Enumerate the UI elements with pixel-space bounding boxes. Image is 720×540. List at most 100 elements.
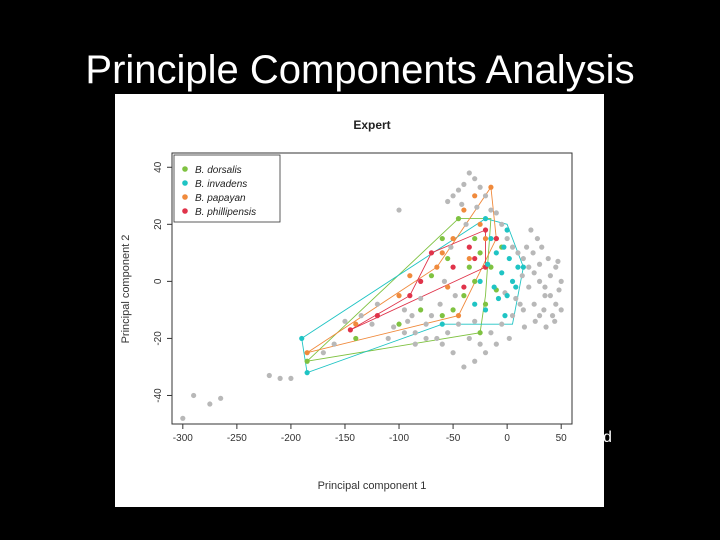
data-point	[459, 201, 465, 207]
data-point	[552, 318, 558, 324]
data-point	[474, 204, 480, 210]
data-point	[347, 327, 353, 333]
data-point	[488, 235, 494, 242]
data-point	[461, 284, 467, 290]
data-point	[304, 350, 310, 356]
data-point	[504, 227, 510, 233]
data-point	[547, 293, 553, 299]
data-point	[463, 221, 469, 227]
data-point	[532, 318, 538, 324]
data-point	[477, 278, 483, 284]
data-point	[412, 341, 418, 347]
data-point	[391, 324, 397, 330]
data-point	[445, 330, 451, 336]
y-tick-label: -20	[153, 331, 164, 346]
y-axis-label: Principal component 2	[120, 235, 132, 344]
data-point	[549, 313, 556, 319]
data-point	[439, 313, 445, 319]
data-point	[401, 307, 408, 313]
legend-label: B. phillipensis	[195, 207, 256, 218]
data-point	[472, 318, 478, 324]
data-point	[477, 330, 483, 336]
data-point	[482, 193, 489, 199]
data-point	[521, 324, 528, 330]
data-point	[450, 350, 456, 356]
data-point	[472, 278, 478, 284]
data-point	[450, 235, 456, 242]
series-points	[180, 170, 564, 421]
legend-label: B. invadens	[195, 179, 247, 190]
data-point	[558, 307, 564, 313]
data-point	[472, 235, 478, 242]
data-point	[396, 207, 402, 213]
data-point	[530, 250, 536, 256]
data-point	[358, 313, 364, 319]
data-point	[455, 187, 462, 193]
data-point	[472, 358, 478, 364]
data-point	[353, 335, 359, 342]
data-point	[439, 341, 445, 347]
data-point	[320, 350, 326, 356]
data-point	[513, 295, 519, 302]
data-point	[466, 335, 472, 342]
data-point	[407, 293, 413, 299]
data-point	[445, 198, 451, 205]
data-point	[434, 264, 440, 270]
data-point	[482, 307, 489, 313]
data-point	[539, 244, 545, 250]
data-point	[502, 313, 508, 319]
data-point	[369, 321, 375, 327]
data-point	[418, 295, 424, 302]
data-point	[504, 235, 510, 242]
data-point	[542, 293, 548, 299]
data-point	[520, 264, 526, 270]
legend: B. dorsalis B. invadens B. papayan B. phill…	[173, 154, 281, 223]
data-point	[180, 415, 186, 421]
data-point	[472, 301, 478, 307]
data-point	[553, 301, 559, 307]
data-point	[423, 335, 429, 342]
data-point	[342, 318, 348, 324]
data-point	[207, 401, 213, 407]
data-point	[401, 330, 408, 336]
data-point	[385, 335, 391, 342]
data-point	[396, 293, 402, 299]
data-point	[445, 284, 451, 290]
data-point	[482, 216, 489, 222]
data-point	[439, 250, 445, 256]
data-point	[513, 284, 519, 290]
data-point	[466, 170, 472, 176]
pca-scatter-chart: Expert -300 -250 -200 -150 -100 -50 0 50-40-200…	[120, 118, 573, 492]
data-point	[553, 264, 559, 270]
data-point	[461, 181, 467, 187]
data-point	[517, 301, 523, 307]
data-point	[504, 293, 510, 299]
convex-hull-line	[306, 218, 492, 362]
data-point	[477, 184, 483, 190]
legend-marker	[182, 208, 188, 214]
data-point	[472, 176, 478, 182]
data-point	[536, 278, 543, 284]
data-point	[536, 261, 543, 267]
data-point	[405, 318, 411, 324]
data-point	[545, 255, 551, 262]
data-point	[455, 321, 462, 327]
data-point	[455, 216, 462, 222]
data-point	[495, 295, 502, 302]
data-point	[493, 235, 499, 242]
data-point	[452, 293, 458, 299]
data-point	[304, 370, 310, 376]
data-point	[499, 221, 505, 227]
data-point	[304, 358, 310, 364]
data-point	[493, 341, 499, 347]
data-point	[466, 244, 472, 250]
y-tick-label: 40	[153, 161, 164, 173]
chart-title: Expert	[353, 118, 390, 132]
y-tick-label: 0	[153, 278, 164, 284]
data-point	[455, 313, 462, 319]
data-point	[515, 264, 521, 270]
data-point	[531, 301, 537, 307]
data-point	[536, 313, 543, 319]
data-point	[499, 321, 505, 327]
data-point	[466, 255, 472, 262]
